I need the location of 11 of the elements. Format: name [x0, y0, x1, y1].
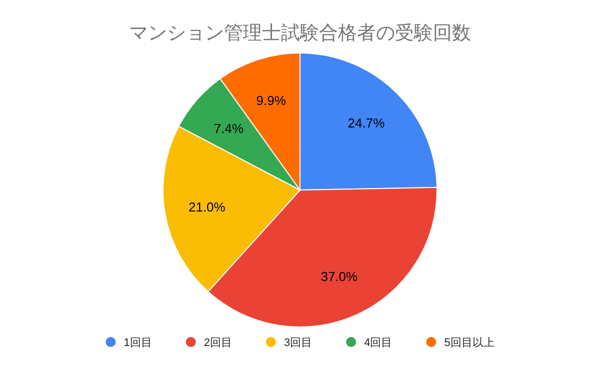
- data-label: 24.7%: [348, 116, 386, 131]
- legend-label: 1回目: [124, 337, 152, 349]
- data-label: 21.0%: [188, 200, 226, 215]
- data-label: 37.0%: [320, 269, 358, 284]
- legend-label: 2回目: [204, 337, 232, 349]
- data-label: 7.4%: [214, 120, 244, 136]
- legend-label: 5回目以上: [444, 336, 494, 349]
- legend-label: 3回目: [284, 337, 312, 349]
- legend-label: 4回目: [364, 337, 392, 349]
- chart-title: マンション管理士試験合格者の受験回数: [129, 23, 471, 44]
- data-label: 9.9%: [256, 93, 286, 108]
